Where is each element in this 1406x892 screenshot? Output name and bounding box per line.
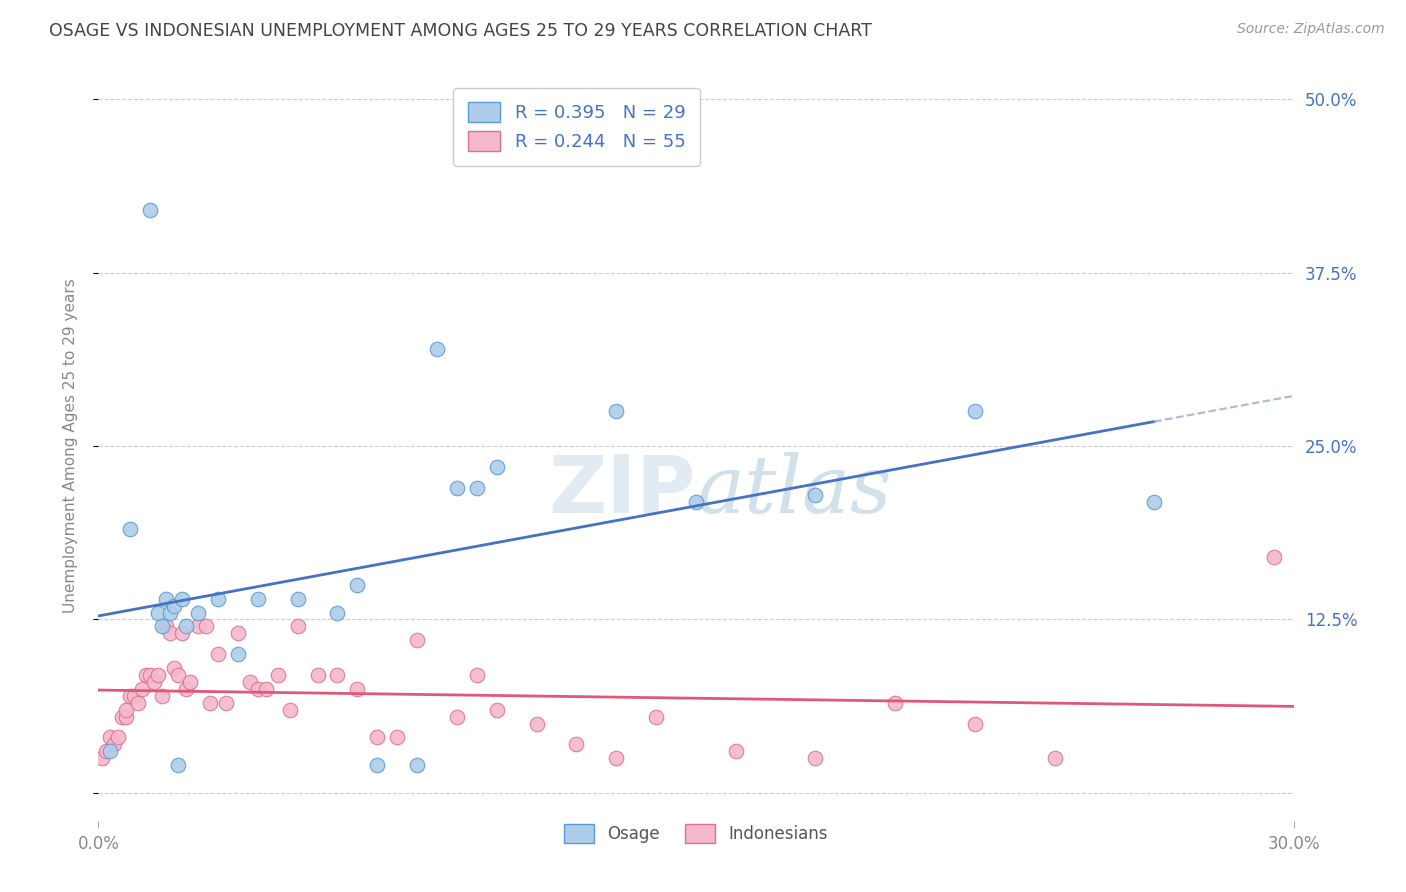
Point <box>346 681 368 696</box>
Point <box>111 709 134 723</box>
Point <box>155 591 177 606</box>
Point <box>148 606 170 620</box>
Y-axis label: Unemployment Among Ages 25 to 29 years: Unemployment Among Ages 25 to 29 years <box>63 278 77 614</box>
Point <box>565 737 588 751</box>
Point <box>179 674 201 689</box>
Point <box>159 606 181 620</box>
Point <box>724 744 747 758</box>
Point <box>685 494 707 508</box>
Point <box>163 661 186 675</box>
Point <box>326 606 349 620</box>
Point <box>174 619 197 633</box>
Point <box>135 668 157 682</box>
Point <box>127 696 149 710</box>
Point <box>155 619 177 633</box>
Point <box>150 689 173 703</box>
Point <box>98 744 122 758</box>
Point <box>198 696 221 710</box>
Point <box>426 342 449 356</box>
Point <box>446 481 468 495</box>
Point <box>98 731 122 745</box>
Legend: Osage, Indonesians: Osage, Indonesians <box>557 818 835 850</box>
Point <box>645 709 668 723</box>
Text: Source: ZipAtlas.com: Source: ZipAtlas.com <box>1237 22 1385 37</box>
Point <box>226 626 249 640</box>
Point <box>195 619 218 633</box>
Point <box>215 696 238 710</box>
Point <box>115 703 138 717</box>
Point <box>246 591 269 606</box>
Point <box>167 668 190 682</box>
Point <box>406 633 429 648</box>
Point <box>163 599 186 613</box>
Point <box>107 731 129 745</box>
Point <box>226 647 249 661</box>
Point <box>187 606 209 620</box>
Point <box>139 203 162 218</box>
Point <box>526 716 548 731</box>
Point <box>254 681 277 696</box>
Point <box>287 619 309 633</box>
Point <box>804 751 827 765</box>
Point <box>124 689 146 703</box>
Point <box>167 758 190 772</box>
Point <box>207 591 229 606</box>
Point <box>139 668 162 682</box>
Point <box>366 758 388 772</box>
Point <box>884 696 907 710</box>
Point <box>963 404 986 418</box>
Point <box>326 668 349 682</box>
Point <box>159 626 181 640</box>
Point <box>605 404 627 418</box>
Point <box>267 668 290 682</box>
Text: ZIP: ZIP <box>548 452 696 530</box>
Point <box>172 591 194 606</box>
Point <box>346 578 368 592</box>
Point <box>963 716 986 731</box>
Point <box>96 744 118 758</box>
Point <box>120 689 142 703</box>
Point <box>307 668 329 682</box>
Point <box>485 703 508 717</box>
Point <box>148 668 170 682</box>
Point <box>207 647 229 661</box>
Point <box>804 487 827 501</box>
Point <box>1263 549 1285 564</box>
Point <box>485 459 508 474</box>
Point <box>465 481 488 495</box>
Text: OSAGE VS INDONESIAN UNEMPLOYMENT AMONG AGES 25 TO 29 YEARS CORRELATION CHART: OSAGE VS INDONESIAN UNEMPLOYMENT AMONG A… <box>49 22 872 40</box>
Point <box>366 731 388 745</box>
Point <box>115 709 138 723</box>
Point <box>465 668 488 682</box>
Point <box>1043 751 1066 765</box>
Point <box>239 674 262 689</box>
Point <box>150 619 173 633</box>
Text: atlas: atlas <box>696 452 891 530</box>
Point <box>103 737 125 751</box>
Point <box>246 681 269 696</box>
Point <box>174 681 197 696</box>
Point <box>187 619 209 633</box>
Point <box>446 709 468 723</box>
Point <box>131 681 153 696</box>
Point <box>278 703 301 717</box>
Point <box>287 591 309 606</box>
Point <box>143 674 166 689</box>
Point <box>385 731 409 745</box>
Point <box>120 522 142 536</box>
Point <box>172 626 194 640</box>
Point <box>91 751 114 765</box>
Point <box>1143 494 1166 508</box>
Point <box>605 751 627 765</box>
Point <box>406 758 429 772</box>
